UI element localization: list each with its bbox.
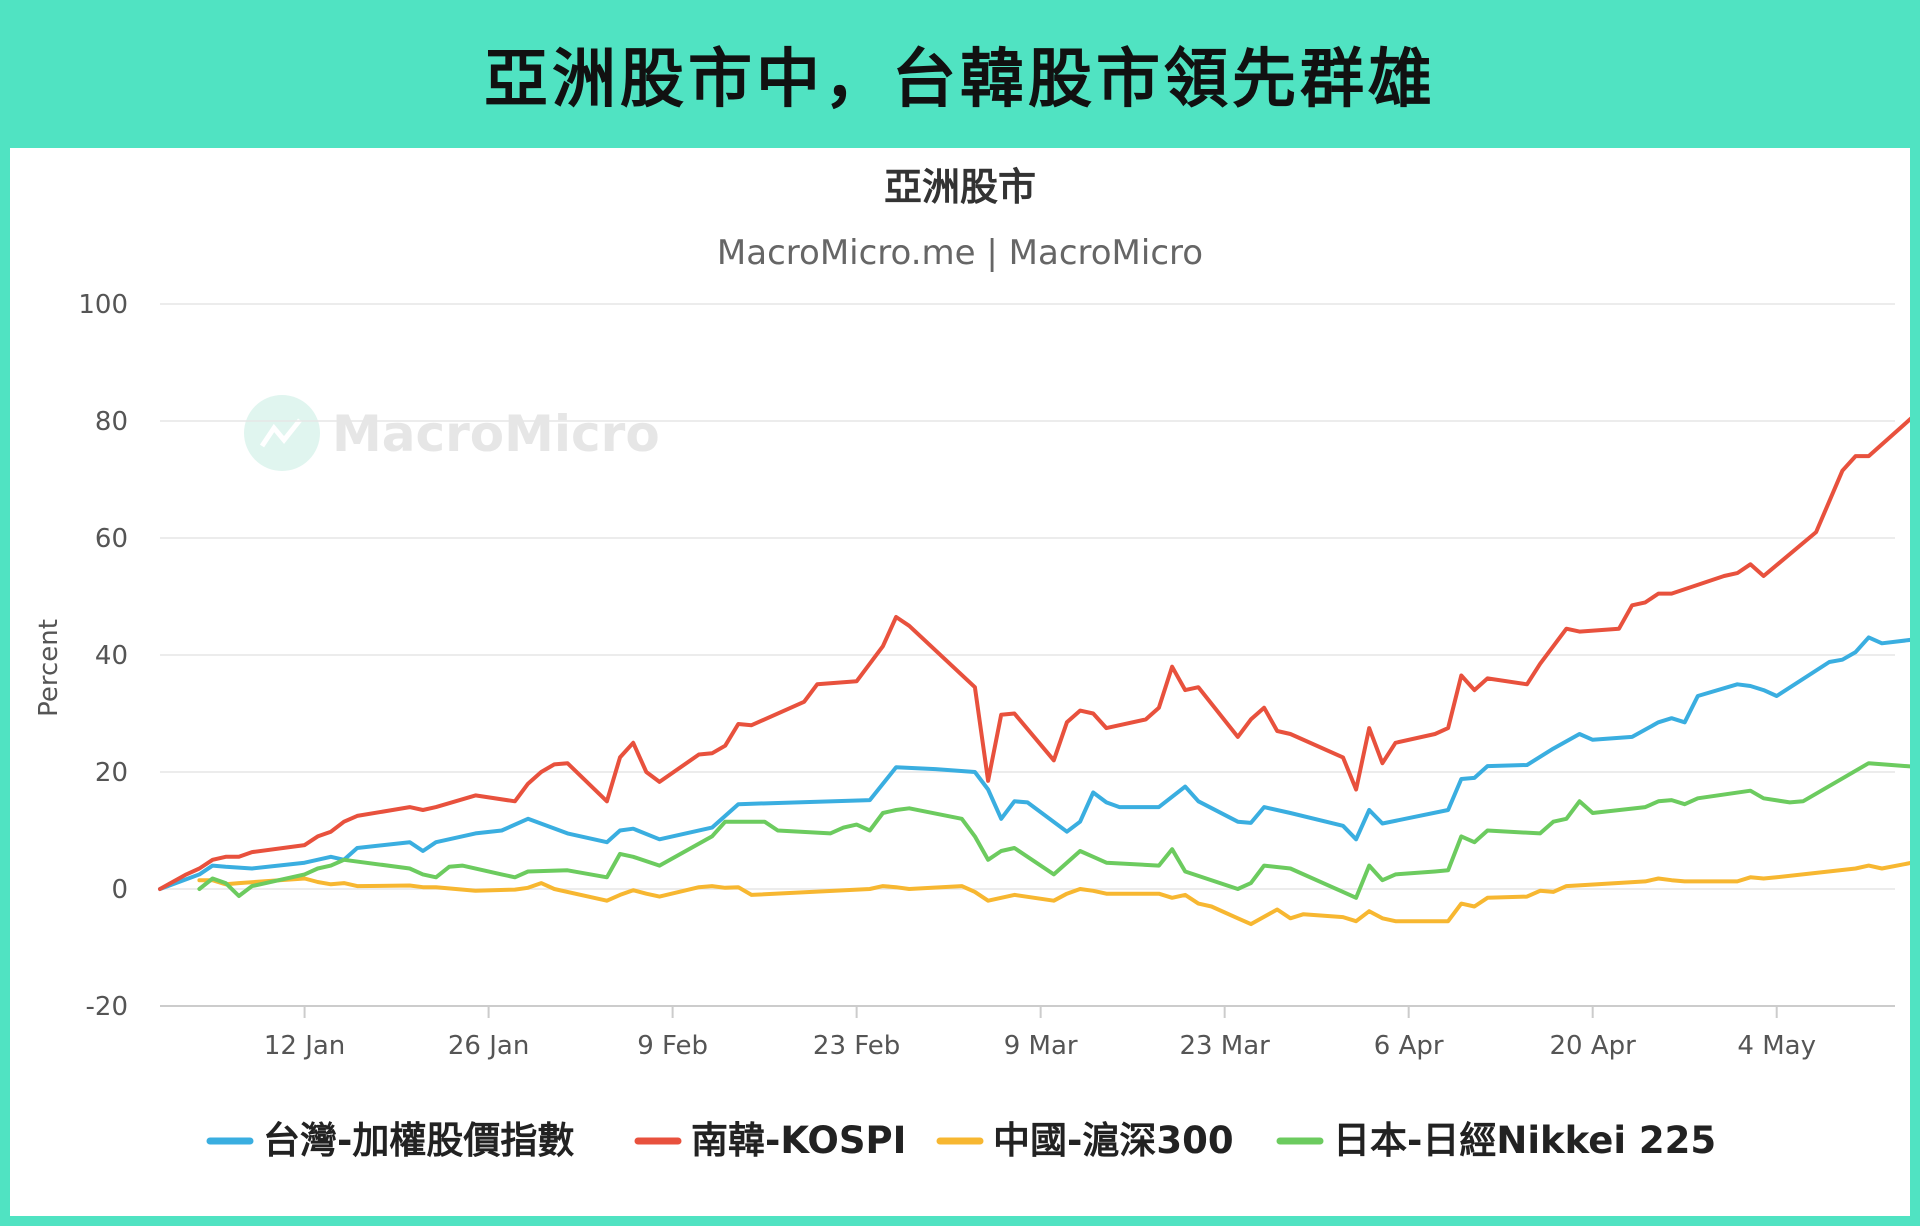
y-tick-label: 20 — [95, 758, 128, 788]
x-tick-label: 20 Apr — [1550, 1031, 1637, 1061]
x-tick-label: 23 Mar — [1179, 1031, 1270, 1061]
y-tick-label: -20 — [86, 992, 128, 1022]
watermark-text: MacroMicro — [332, 405, 660, 463]
banner: 亞洲股市中，台韓股市領先群雄 — [0, 0, 1920, 148]
legend-label: 日本-日經Nikkei 225 — [1333, 1119, 1716, 1162]
watermark: MacroMicro — [244, 395, 660, 471]
legend-label: 台灣-加權股價指數 — [263, 1119, 574, 1162]
banner-title: 亞洲股市中，台韓股市領先群雄 — [484, 43, 1436, 117]
x-tick-label: 9 Feb — [637, 1031, 708, 1061]
legend-item-1[interactable]: 台灣-加權股價指數 — [206, 1119, 574, 1162]
y-axis-ticks: -20 0 20 40 60 80 100 — [78, 290, 128, 1022]
chart-subtitle: MacroMicro.me | MacroMicro — [717, 233, 1203, 273]
x-tick-label: 9 Mar — [1004, 1031, 1078, 1061]
y-tick-label: 60 — [95, 524, 128, 554]
x-axis-ticks: 12 Jan 26 Jan 9 Feb 23 Feb 9 Mar 23 Mar 6 Apr 2… — [264, 1006, 1816, 1061]
y-tick-label: 100 — [78, 290, 128, 320]
series-line-4 — [197, 761, 1910, 900]
series-line-3 — [197, 861, 1910, 927]
watermark-logo-mark — [259, 418, 302, 448]
watermark-logo-icon — [244, 395, 320, 471]
legend-label: 南韓-KOSPI — [691, 1119, 906, 1162]
x-tick-label: 6 Apr — [1374, 1031, 1444, 1061]
series-line-1 — [158, 635, 1910, 891]
chart-title: 亞洲股市 — [884, 165, 1036, 209]
y-tick-label: 0 — [111, 875, 128, 905]
legend-item-3[interactable]: 中國-滬深300 — [936, 1119, 1234, 1162]
x-tick-label: 23 Feb — [813, 1031, 900, 1061]
x-tick-label: 26 Jan — [448, 1031, 529, 1061]
series-lines — [158, 416, 1910, 927]
legend-label: 中國-滬深300 — [993, 1119, 1234, 1162]
y-axis-label: Percent — [34, 619, 64, 717]
x-tick-label: 4 May — [1737, 1031, 1816, 1061]
series-line-2 — [158, 416, 1910, 891]
legend-item-2[interactable]: 南韓-KOSPI — [634, 1119, 906, 1162]
legend[interactable]: 台灣-加權股價指數 南韓-KOSPI 中國-滬深300 日本-日經Nikkei 225 — [206, 1119, 1716, 1162]
x-tick-label: 12 Jan — [264, 1031, 345, 1061]
y-tick-label: 80 — [95, 407, 128, 437]
y-tick-label: 40 — [95, 641, 128, 671]
legend-item-4[interactable]: 日本-日經Nikkei 225 — [1276, 1119, 1716, 1162]
chart-panel: 亞洲股市 MacroMicro.me | MacroMicro MacroMic… — [10, 148, 1910, 1216]
line-chart: 亞洲股市 MacroMicro.me | MacroMicro MacroMic… — [34, 165, 1910, 1162]
